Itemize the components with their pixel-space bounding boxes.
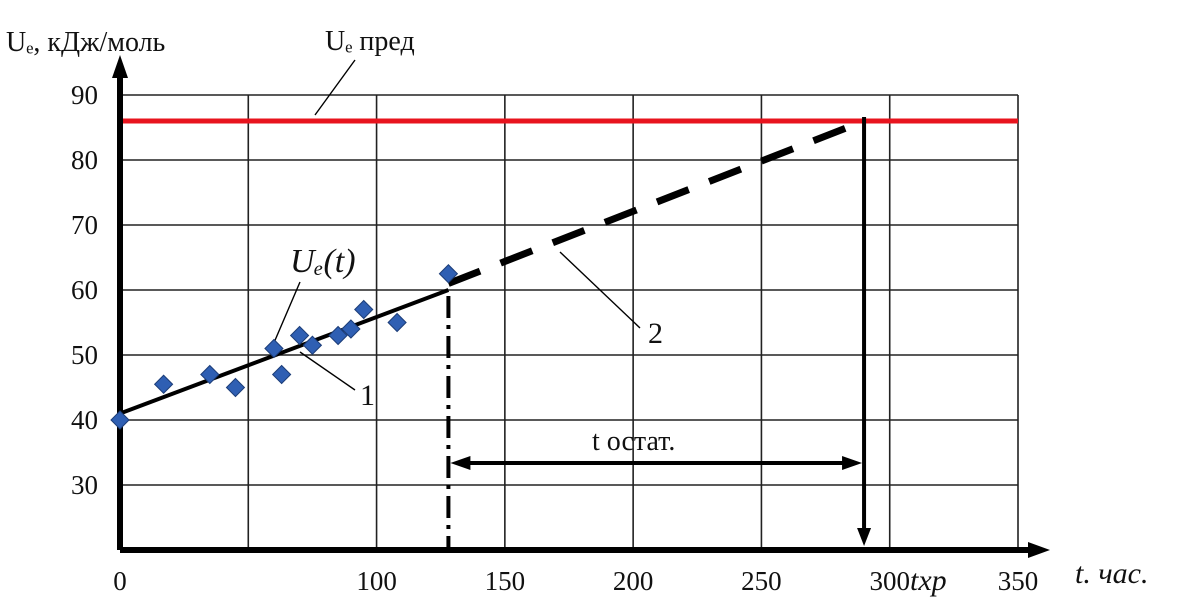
data-point-1	[153, 374, 174, 394]
data-point-2	[200, 364, 220, 385]
line-2-label: 2	[648, 317, 663, 350]
trend-layer	[119, 117, 866, 416]
marker-layer	[446, 117, 872, 550]
fit-label: Uₑ(t)	[290, 243, 356, 280]
data-point-6	[289, 325, 310, 346]
data-point-8	[328, 325, 348, 346]
data-point-4	[264, 338, 284, 359]
trend-line-solid	[119, 288, 450, 416]
residual-label: t остат.	[592, 426, 675, 457]
axes	[112, 55, 1050, 558]
data-point-12	[438, 264, 459, 284]
residual-arrow-left	[450, 456, 471, 470]
limit-label-leader	[314, 59, 356, 116]
y-axis-arrow	[112, 55, 128, 78]
data-points	[110, 264, 459, 430]
line-1-label: 1	[360, 379, 375, 412]
x-tick-label-350: 350	[998, 566, 1039, 596]
x-axis-arrow	[1028, 542, 1050, 558]
x-tick-label-0: 0	[113, 566, 127, 596]
line-2-leader	[559, 251, 641, 329]
x-tick-label-200: 200	[613, 566, 654, 596]
data-point-10	[354, 299, 374, 320]
x-tick-label-250: 250	[741, 566, 782, 596]
x-tick-label-300: 300	[869, 566, 910, 596]
limit-layer	[120, 59, 1018, 124]
grid	[120, 94, 1019, 550]
tick-labels: 0 100 150 200 250 300 350 30 40 50 60 70 80 90	[71, 80, 1038, 596]
y-tick-label-60: 60	[71, 275, 98, 305]
data-point-7	[302, 335, 323, 355]
x-tick-label-150: 150	[485, 566, 526, 596]
y-tick-label-50: 50	[71, 340, 98, 370]
x-tick-label-100: 100	[356, 566, 397, 596]
data-point-11	[387, 312, 407, 333]
line-1-leader	[299, 351, 356, 391]
y-tick-label-70: 70	[71, 210, 98, 240]
limit-label: Uₑ пред	[325, 26, 415, 57]
data-point-5	[271, 364, 292, 385]
data-point-9	[341, 319, 361, 339]
data-point-3	[225, 377, 246, 398]
t-xp-arrow	[857, 528, 872, 546]
y-axis-label: Uₑ, кДж/моль	[6, 27, 165, 58]
t-xp-label: tхр	[910, 564, 947, 597]
y-tick-label-80: 80	[71, 145, 98, 175]
y-tick-label-40: 40	[71, 405, 98, 435]
data-point-0	[110, 410, 130, 430]
trend-line-dashed	[447, 117, 866, 287]
x-axis-label: t. час.	[1075, 557, 1148, 590]
y-tick-label-90: 90	[71, 80, 98, 110]
y-tick-label-30: 30	[71, 470, 98, 500]
residual-arrow-right	[842, 456, 863, 470]
